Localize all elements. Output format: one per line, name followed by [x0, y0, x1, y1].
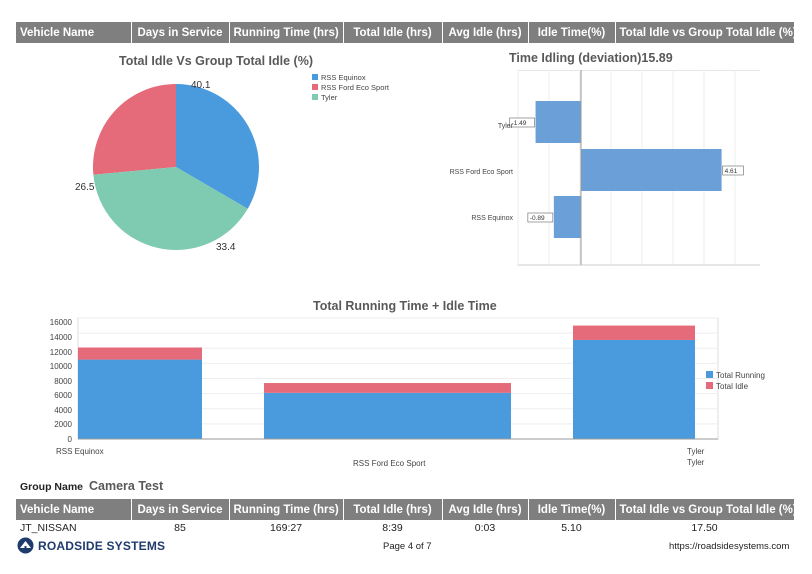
- pie-legend-item: RSS Ford Eco Sport: [312, 83, 389, 93]
- col-idle-vs-group: Total Idle vs Group Total Idle (%): [615, 22, 794, 43]
- pie-chart-title: Total Idle Vs Group Total Idle (%): [119, 54, 313, 68]
- pie-slice: [93, 84, 176, 175]
- cell-days: 85: [174, 521, 186, 534]
- col-avg-idle: Avg Idle (hrs): [442, 499, 529, 520]
- cell-avg-idle: 0:03: [474, 521, 496, 534]
- y-tick: 0: [68, 435, 73, 444]
- pie-chart: 40.1 26.5 33.4: [75, 80, 259, 253]
- deviation-value-box: [722, 165, 744, 176]
- deviation-value-box: [527, 212, 554, 223]
- col-days-in-service: Days in Service: [131, 499, 230, 520]
- stacked-bar-segment: [264, 392, 511, 439]
- deviation-cat-ford: RSS Ford Eco Sport: [450, 169, 513, 176]
- deviation-value-label: -0.89: [530, 215, 545, 222]
- deviation-cat-tyler: Tyler: [498, 123, 514, 130]
- cell-idle-vs-group: 17.50: [691, 521, 718, 534]
- col-idle-vs-group: Total Idle vs Group Total Idle (%): [615, 499, 794, 520]
- y-tick: 14000: [50, 333, 73, 342]
- deviation-value-label: 4.61: [725, 168, 738, 175]
- x-label-equinox: RSS Equinox: [56, 447, 104, 456]
- stacked-bar-segment: [264, 383, 511, 393]
- legend-swatch-idle: [706, 382, 713, 389]
- x-label-tyler-2: Tyler: [687, 458, 705, 467]
- col-days-in-service: Days in Service: [131, 22, 230, 43]
- vehicle-table: Vehicle Name Days in Service Running Tim…: [16, 499, 794, 535]
- page-number: Page 4 of 7: [383, 541, 432, 552]
- y-tick: 12000: [50, 348, 73, 357]
- pie-legend-label: RSS Equinox: [321, 73, 366, 82]
- col-vehicle-name: Vehicle Name: [16, 22, 132, 43]
- y-tick: 6000: [54, 391, 72, 400]
- col-vehicle-name: Vehicle Name: [16, 499, 132, 520]
- pie-label-equinox: 33.4: [216, 242, 236, 253]
- pie-slice: [93, 167, 248, 250]
- deviation-bar: [535, 101, 581, 143]
- y-tick: 8000: [54, 377, 72, 386]
- y-tick: 16000: [50, 318, 73, 327]
- col-avg-idle: Avg Idle (hrs): [442, 22, 529, 43]
- deviation-chart: -1.494.61-0.89 Tyler RSS Ford Eco Sport …: [450, 70, 760, 266]
- group-name-label: Group Name: [20, 481, 84, 493]
- legend-idle-label: Total Idle: [716, 382, 749, 391]
- y-tick: 10000: [50, 362, 73, 371]
- legend-swatch: [312, 84, 318, 90]
- pie-legend-label: Tyler: [321, 93, 338, 102]
- stacked-bar-segment: [78, 347, 202, 360]
- col-running-time: Running Time (hrs): [229, 22, 344, 43]
- pie-legend: RSS Equinox RSS Ford Eco Sport Tyler: [312, 73, 389, 103]
- pie-legend-label: RSS Ford Eco Sport: [321, 83, 389, 92]
- stacked-bar-segment: [78, 359, 202, 439]
- deviation-cat-equinox: RSS Equinox: [471, 215, 513, 222]
- stacked-bar-segment: [573, 339, 695, 439]
- header-row: Vehicle Name Days in Service Running Tim…: [16, 499, 794, 520]
- pie-label-ford: 26.5: [75, 182, 95, 193]
- header-row: Vehicle Name Days in Service Running Tim…: [16, 22, 794, 43]
- logo-text: ROADSIDE SYSTEMS: [38, 538, 166, 553]
- pie-slice: [176, 84, 259, 209]
- legend-swatch: [312, 94, 318, 100]
- deviation-chart-title: Time Idling (deviation)15.89: [509, 51, 673, 65]
- col-idle-time-pct: Idle Time(%): [528, 499, 616, 520]
- y-tick: 2000: [54, 420, 72, 429]
- summary-header-table: Vehicle Name Days in Service Running Tim…: [16, 22, 794, 43]
- col-idle-time-pct: Idle Time(%): [528, 22, 616, 43]
- pie-legend-item: Tyler: [312, 93, 389, 103]
- deviation-bar: [581, 149, 722, 191]
- legend-running-label: Total Running: [716, 371, 765, 380]
- x-label-ford: RSS Ford Eco Sport: [353, 459, 426, 468]
- legend-swatch-running: [706, 371, 713, 378]
- group-name-value: Camera Test: [89, 479, 164, 493]
- logo-icon: [17, 537, 34, 554]
- stacked-chart-title: Total Running Time + Idle Time: [313, 299, 497, 313]
- deviation-value-label: -1.49: [512, 120, 527, 127]
- col-running-time: Running Time (hrs): [229, 499, 344, 520]
- deviation-bar: [553, 196, 581, 238]
- col-total-idle: Total Idle (hrs): [343, 22, 443, 43]
- table-row: JT_NISSAN 85 169:27 8:39 0:03 5.10 17.50: [16, 520, 794, 535]
- website-link[interactable]: https://roadsidesystems.com: [669, 541, 790, 552]
- stacked-bar-segment: [573, 325, 695, 340]
- cell-total-idle: 8:39: [382, 521, 403, 534]
- cell-vehicle-name: JT_NISSAN: [20, 521, 77, 534]
- legend-swatch: [312, 74, 318, 80]
- col-total-idle: Total Idle (hrs): [343, 499, 443, 520]
- deviation-value-box: [509, 117, 535, 128]
- x-label-tyler: Tyler: [687, 447, 705, 456]
- pie-legend-item: RSS Equinox: [312, 73, 389, 83]
- cell-idle-pct: 5.10: [561, 521, 582, 534]
- cell-running: 169:27: [269, 521, 303, 534]
- pie-label-tyler: 40.1: [191, 80, 211, 91]
- y-tick: 4000: [54, 406, 72, 415]
- company-logo: ROADSIDE SYSTEMS: [17, 537, 165, 554]
- stacked-chart: 16000 14000 12000 10000 8000 6000 4000 2…: [50, 317, 765, 468]
